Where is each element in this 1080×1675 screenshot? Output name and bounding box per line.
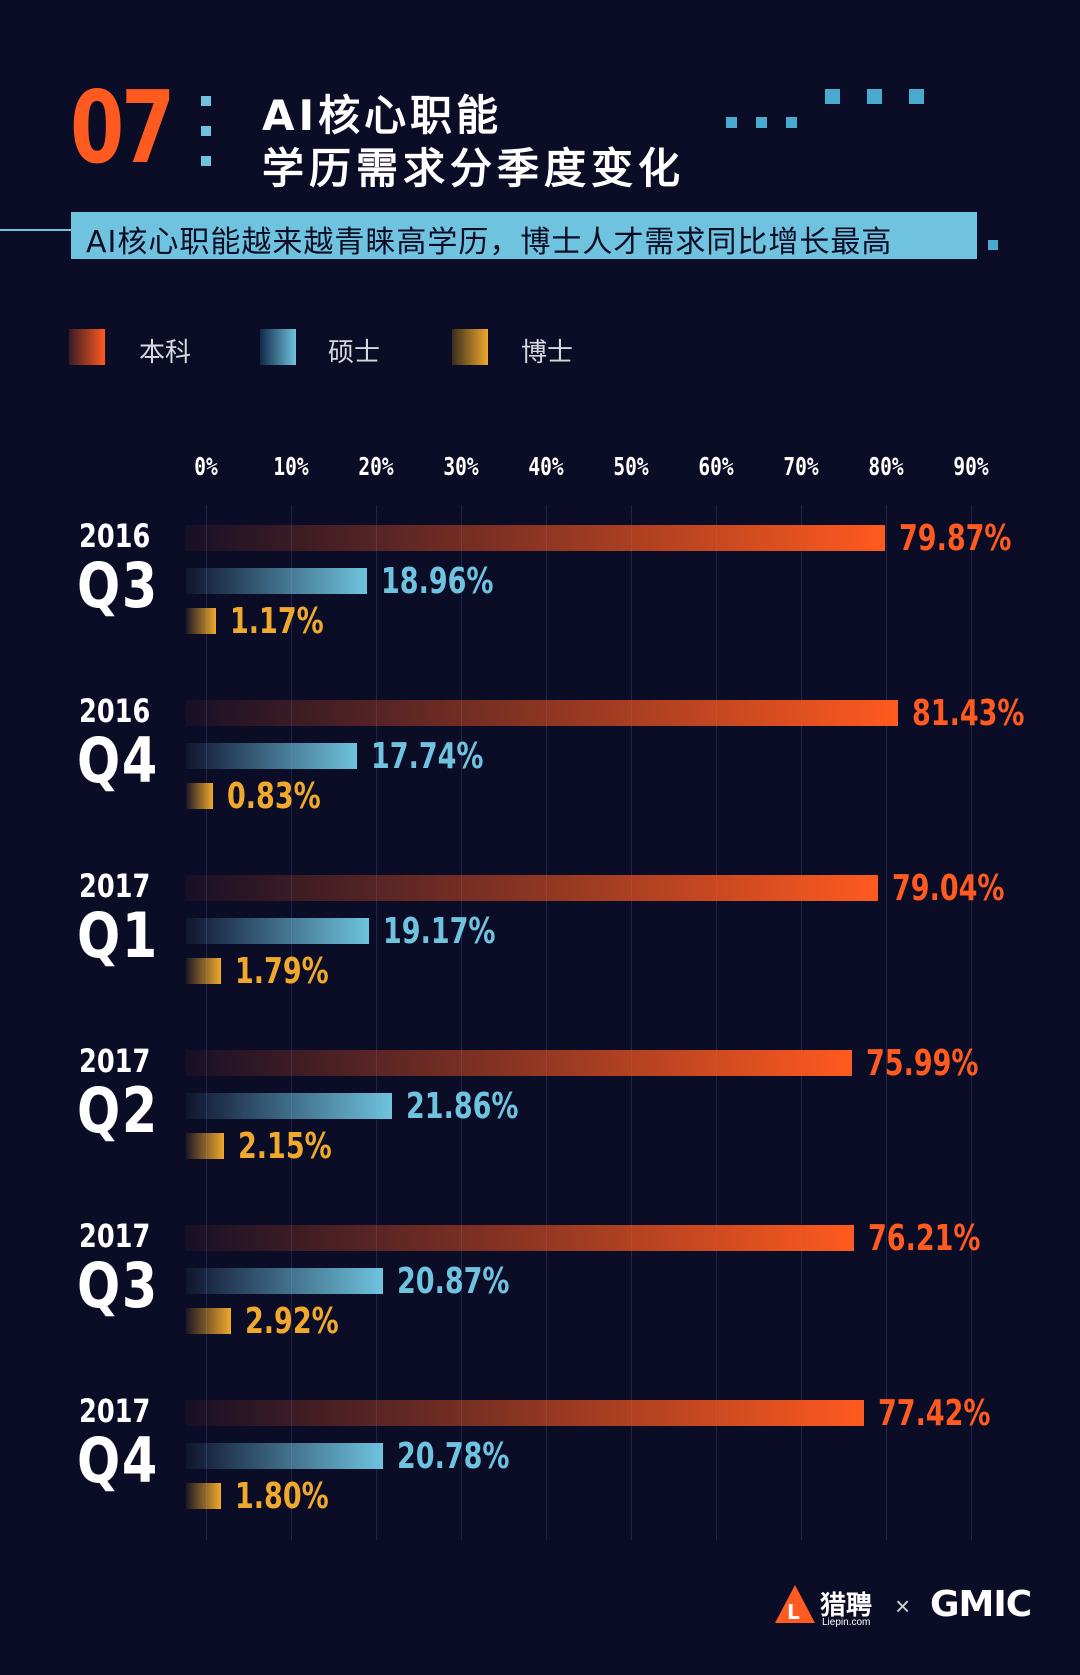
legend-swatch-bachelor — [69, 329, 105, 365]
bar-phd — [186, 783, 214, 809]
x-tick-label: 90% — [953, 452, 989, 481]
data-label: 20.87% — [397, 1261, 510, 1302]
page-title-line2: 学历需求分季度变化 — [262, 144, 686, 193]
x-tick-label: 10% — [273, 452, 309, 481]
gridline — [291, 505, 292, 1540]
gridline — [971, 505, 972, 1540]
data-label: 79.04% — [891, 868, 1005, 909]
bar-master — [186, 1268, 384, 1294]
category-quarter: Q4 — [77, 724, 159, 797]
data-label: 2.15% — [238, 1126, 332, 1167]
category-quarter: Q2 — [77, 1074, 159, 1147]
gridline — [801, 505, 802, 1540]
legend-label-master: 硕士 — [328, 338, 381, 368]
gridline — [631, 505, 632, 1540]
x-tick-label: 50% — [613, 452, 649, 481]
x-tick-label: 40% — [528, 452, 564, 481]
bar-master — [186, 743, 357, 769]
legend-label-phd: 博士 — [521, 338, 574, 368]
category-year: 2017 — [79, 1042, 151, 1080]
gridline — [886, 505, 887, 1540]
liepin-logo-text: 猎聘 — [820, 1591, 873, 1621]
data-label: 21.86% — [405, 1086, 519, 1127]
bar-master — [186, 1443, 383, 1469]
data-label: 17.74% — [370, 736, 484, 777]
category-year: 2016 — [79, 692, 151, 730]
data-label: 77.42% — [878, 1393, 991, 1434]
data-label: 19.17% — [382, 911, 496, 952]
gridline — [376, 505, 377, 1540]
data-label: 79.87% — [898, 518, 1012, 559]
bar-bachelor — [186, 1050, 852, 1076]
data-label: 1.80% — [235, 1476, 329, 1517]
category-year: 2017 — [79, 1392, 151, 1430]
category-quarter: Q3 — [77, 1249, 159, 1322]
data-label: 0.83% — [227, 776, 321, 817]
data-label: 75.99% — [865, 1043, 979, 1084]
bar-master — [186, 1093, 392, 1119]
x-tick-label: 30% — [443, 452, 479, 481]
bar-master — [186, 918, 369, 944]
data-label: 20.78% — [396, 1436, 510, 1477]
collab-times-sign: × — [895, 1591, 911, 1621]
x-tick-label: 80% — [868, 452, 904, 481]
bar-master — [186, 568, 368, 594]
subtitle-text: AI核心职能越来越青睐高学历，博士人才需求同比增长最高 — [86, 225, 893, 260]
data-label: 1.17% — [229, 601, 324, 642]
bar-phd — [186, 958, 222, 984]
liepin-logo-subtext: Liepin.com — [822, 1617, 871, 1628]
bar-bachelor — [186, 700, 899, 726]
gmic-logo: GMIC — [930, 1584, 1032, 1625]
bar-phd — [186, 1133, 225, 1159]
data-label: 76.21% — [867, 1218, 981, 1259]
gridline — [206, 505, 207, 1540]
x-tick-label: 0% — [194, 452, 218, 481]
section-number: 07 — [70, 69, 175, 186]
subtitle-leader-line — [0, 229, 72, 231]
data-label: 2.92% — [244, 1301, 339, 1342]
bar-bachelor — [186, 875, 878, 901]
category-year: 2016 — [79, 517, 151, 555]
gridline — [546, 505, 547, 1540]
svg-text:L: L — [787, 1600, 800, 1624]
bar-phd — [186, 608, 216, 634]
bar-bachelor — [186, 1225, 854, 1251]
data-label: 18.96% — [381, 561, 494, 602]
bar-phd — [186, 1483, 222, 1509]
data-label: 81.43% — [912, 693, 1025, 734]
page-title-line1: AI核心职能 — [262, 91, 503, 140]
category-year: 2017 — [79, 867, 151, 905]
category-quarter: Q3 — [77, 549, 159, 622]
bar-bachelor — [186, 525, 885, 551]
bar-phd — [186, 1308, 231, 1334]
category-quarter: Q4 — [77, 1424, 159, 1497]
legend-swatch-phd — [452, 329, 488, 365]
x-tick-label: 20% — [358, 452, 394, 481]
category-year: 2017 — [79, 1217, 151, 1255]
legend-label-bachelor: 本科 — [139, 338, 192, 368]
x-tick-label: 60% — [698, 452, 734, 481]
legend-swatch-master — [260, 329, 296, 365]
bar-bachelor — [186, 1400, 865, 1426]
subtitle-banner — [71, 212, 977, 259]
category-quarter: Q1 — [77, 899, 159, 972]
liepin-logo-icon: L — [775, 1585, 815, 1624]
x-tick-label: 70% — [783, 452, 819, 481]
gridline — [716, 505, 717, 1540]
data-label: 1.79% — [235, 951, 329, 992]
gridline — [461, 505, 462, 1540]
